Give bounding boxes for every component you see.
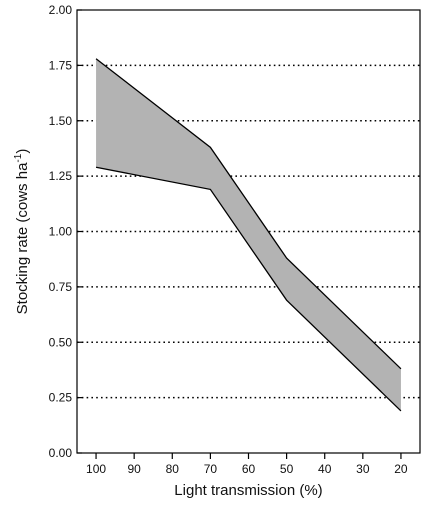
y-axis: 0.00 0.25 0.50 0.75 1.00 1.25 1.50 1.75 2.00: [49, 3, 82, 460]
y-tick-label-3: 0.75: [49, 280, 73, 294]
x-tick-label-3: 70: [204, 462, 218, 476]
x-tick-label-5: 50: [280, 462, 294, 476]
x-tick-label-4: 60: [242, 462, 256, 476]
y-tick-label-5: 1.25: [49, 169, 73, 183]
x-tick-label-1: 90: [127, 462, 141, 476]
band-layer: [95, 58, 402, 412]
y-axis-title-close: ): [14, 149, 31, 154]
x-tick-label-2: 80: [166, 462, 180, 476]
y-tick-label-8: 2.00: [49, 3, 73, 17]
band-lower-edge: [95, 166, 402, 412]
y-tick-label-1: 0.25: [49, 391, 73, 405]
y-axis-title-superscript: -1: [13, 153, 24, 162]
y-tick-label-0: 0.00: [49, 446, 73, 460]
x-tick-label-7: 30: [356, 462, 370, 476]
band-upper-edge: [95, 58, 402, 370]
x-tick-label-8: 20: [394, 462, 408, 476]
x-tick-label-6: 40: [318, 462, 332, 476]
y-tick-label-6: 1.50: [49, 114, 73, 128]
y-tick-label-7: 1.75: [49, 58, 73, 72]
band-area: [96, 58, 401, 411]
x-axis: 100 90 80 70 60 50 40 30 20: [86, 453, 408, 476]
x-tick-label-0: 100: [86, 462, 106, 476]
y-axis-title-main: Stocking rate (cows ha: [14, 162, 31, 314]
x-axis-title: Light transmission (%): [174, 482, 322, 499]
y-tick-label-2: 0.50: [49, 335, 73, 349]
y-axis-title: Stocking rate (cows ha-1): [13, 149, 31, 315]
y-tick-label-4: 1.00: [49, 225, 73, 239]
